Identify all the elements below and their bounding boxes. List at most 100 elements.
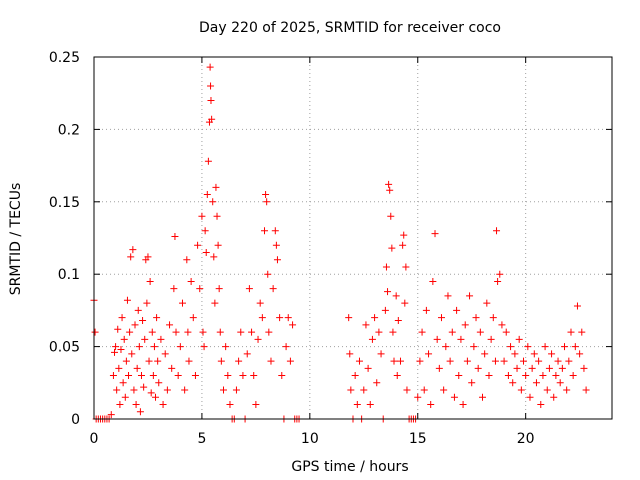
- data-point: [123, 296, 131, 304]
- data-point: [207, 82, 215, 90]
- data-point: [189, 314, 197, 322]
- axis-ticks: [93, 56, 612, 420]
- data-point: [184, 328, 192, 336]
- data-point: [468, 379, 476, 387]
- data-point: [201, 227, 209, 235]
- data-point: [159, 401, 167, 409]
- data-point: [202, 248, 210, 256]
- data-point: [435, 364, 443, 372]
- data-point: [194, 241, 202, 249]
- data-point: [554, 357, 562, 365]
- data-point: [431, 230, 439, 238]
- data-point: [196, 285, 204, 293]
- grid: [94, 57, 612, 419]
- data-point: [176, 343, 184, 351]
- data-point: [135, 343, 143, 351]
- data-point: [232, 386, 240, 394]
- data-point: [437, 314, 445, 322]
- data-point: [347, 386, 355, 394]
- data-point: [509, 379, 517, 387]
- data-point: [204, 157, 212, 165]
- data-point: [524, 343, 532, 351]
- data-point: [181, 386, 189, 394]
- data-points: [90, 63, 590, 423]
- data-point: [440, 386, 448, 394]
- data-point: [145, 357, 153, 365]
- data-point: [261, 227, 269, 235]
- data-point: [122, 357, 130, 365]
- data-point: [485, 372, 493, 380]
- data-point: [345, 314, 353, 322]
- data-point: [129, 246, 137, 254]
- data-point: [128, 350, 136, 358]
- data-point: [146, 277, 154, 285]
- data-point: [136, 408, 144, 416]
- data-point: [422, 306, 430, 314]
- data-point: [530, 350, 538, 358]
- data-point: [214, 241, 222, 249]
- data-point: [425, 350, 433, 358]
- data-point: [91, 328, 99, 336]
- data-point: [535, 357, 543, 365]
- data-point: [163, 386, 171, 394]
- data-point: [172, 328, 180, 336]
- data-point: [269, 285, 277, 293]
- data-point: [224, 372, 232, 380]
- data-point: [353, 401, 361, 409]
- data-point: [418, 328, 426, 336]
- data-point: [387, 212, 395, 220]
- data-point: [576, 350, 584, 358]
- data-point: [152, 393, 160, 401]
- data-point: [111, 348, 119, 356]
- data-point: [582, 386, 590, 394]
- data-point: [198, 212, 206, 220]
- data-point: [200, 343, 208, 351]
- data-point: [558, 364, 566, 372]
- data-point: [191, 372, 199, 380]
- data-point: [448, 328, 456, 336]
- data-point: [107, 411, 115, 419]
- data-point: [206, 63, 214, 71]
- data-point: [282, 343, 290, 351]
- y-tick-label: 0.25: [49, 50, 80, 66]
- data-point: [548, 350, 556, 358]
- data-point: [573, 302, 581, 310]
- data-point: [133, 364, 141, 372]
- data-point: [199, 328, 207, 336]
- data-point: [112, 343, 120, 351]
- data-point: [463, 357, 471, 365]
- data-point: [187, 277, 195, 285]
- data-point: [563, 386, 571, 394]
- data-point: [455, 372, 463, 380]
- data-point: [561, 343, 569, 351]
- data-point: [392, 292, 400, 300]
- data-point: [515, 335, 523, 343]
- data-point: [459, 401, 467, 409]
- data-point: [479, 393, 486, 401]
- data-point: [362, 321, 370, 329]
- data-point: [137, 372, 145, 380]
- data-point: [522, 372, 530, 380]
- data-point: [170, 285, 178, 293]
- x-tick-label: 0: [90, 431, 99, 447]
- data-point: [147, 389, 155, 397]
- data-point: [263, 198, 271, 206]
- data-point: [526, 393, 534, 401]
- data-point: [552, 372, 560, 380]
- data-point: [153, 314, 161, 322]
- y-tick-label: 0.15: [49, 195, 80, 211]
- data-point: [371, 314, 379, 322]
- data-point: [116, 401, 124, 409]
- x-tick-label: 15: [409, 431, 427, 447]
- x-axis-label: GPS time / hours: [291, 459, 408, 475]
- data-point: [245, 285, 253, 293]
- data-point: [556, 379, 564, 387]
- data-point: [450, 393, 458, 401]
- data-point: [457, 335, 465, 343]
- data-point: [416, 357, 424, 365]
- data-point: [143, 299, 151, 307]
- data-point: [154, 357, 162, 365]
- data-point: [211, 299, 219, 307]
- data-point: [470, 343, 478, 351]
